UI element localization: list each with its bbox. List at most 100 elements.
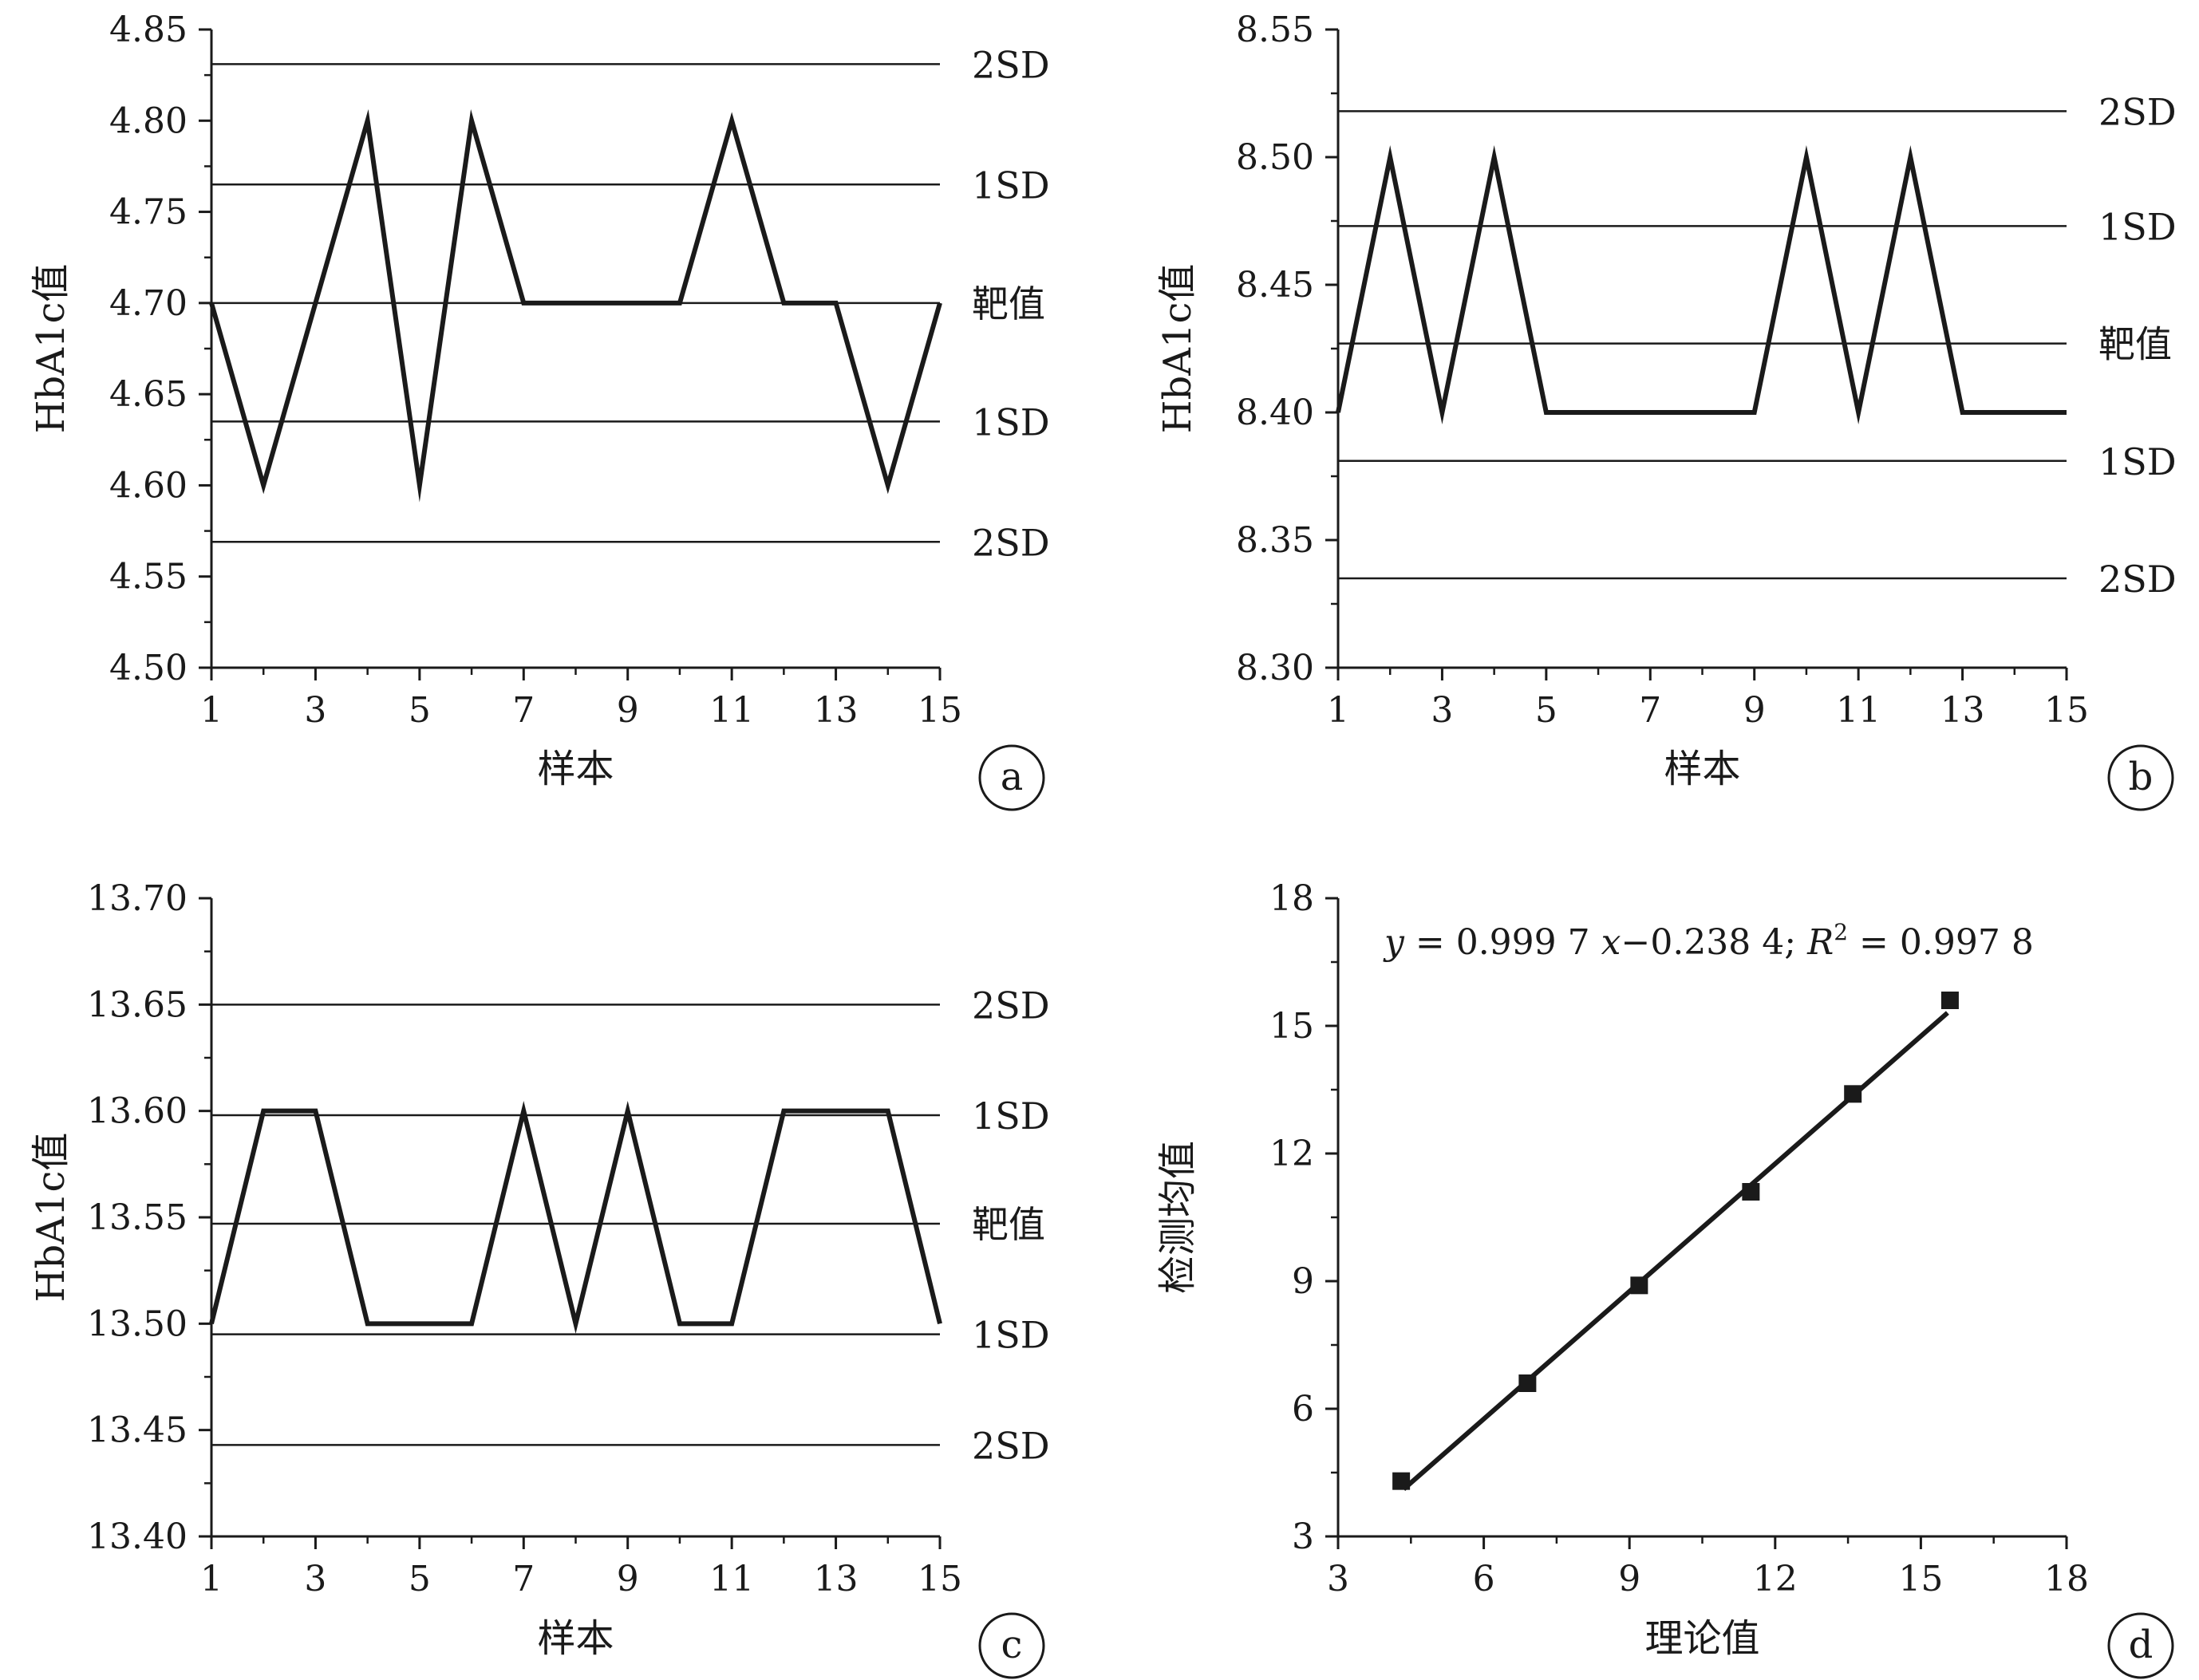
y-tick-label: 4.60 — [109, 465, 188, 506]
x-axis-title: 样本 — [537, 747, 614, 791]
equation-part: y — [1383, 922, 1405, 963]
reference-line-label: 2SD — [2098, 558, 2177, 601]
data-point — [1940, 992, 1959, 1009]
y-tick-label: 18 — [1269, 878, 1314, 919]
y-tick-label: 13.40 — [87, 1516, 188, 1557]
equation-part: 2 — [1834, 919, 1848, 945]
x-axis-title: 样本 — [1664, 747, 1740, 791]
y-tick-label: 6 — [1292, 1389, 1314, 1430]
x-tick-label: 5 — [1535, 690, 1557, 731]
y-tick-label: 8.55 — [1236, 10, 1314, 50]
x-tick-label: 1 — [200, 690, 223, 731]
x-tick-label: 6 — [1473, 1559, 1495, 1599]
reference-line-label: 2SD — [2098, 90, 2177, 133]
y-tick-label: 13.50 — [87, 1303, 188, 1344]
x-tick-label: 15 — [918, 690, 962, 731]
equation-part: = 0.997 8 — [1848, 922, 2034, 963]
x-tick-label: 11 — [709, 690, 754, 731]
series-line — [1336, 144, 2067, 425]
chart-panel-a: 4.504.554.604.654.704.754.804.851 3 5 7 9 11 1… — [29, 10, 1050, 811]
y-tick-label: 4.70 — [109, 283, 188, 324]
fit-line — [1402, 1011, 1949, 1492]
y-axis-title: HbA1c值 — [29, 1133, 73, 1303]
data-point — [1518, 1374, 1537, 1392]
x-tick-label: 13 — [814, 1559, 859, 1599]
y-tick-label: 12 — [1269, 1134, 1314, 1174]
chart-panel-d: 3 6 9 12 15 18 3 6 9 12 15 18 理论值 检测均值 d y = 0.999 7 x−… — [1155, 878, 2174, 1679]
reference-line-label: 1SD — [972, 1314, 1050, 1357]
y-tick-label: 13.60 — [87, 1091, 188, 1132]
panel-letter: d — [2129, 1623, 2154, 1667]
x-tick-label: 5 — [409, 690, 431, 731]
x-axis-title: 理论值 — [1644, 1616, 1759, 1661]
x-tick-label: 1 — [200, 1559, 223, 1599]
equation-part: = 0.999 7 — [1404, 922, 1601, 963]
reference-line-label: 靶值 — [972, 282, 1045, 325]
x-tick-label: 9 — [1743, 690, 1766, 731]
reference-line-label: 1SD — [972, 400, 1050, 444]
reference-line-label: 1SD — [972, 164, 1050, 207]
x-tick-label: 7 — [512, 1559, 535, 1599]
data-point — [1392, 1472, 1411, 1490]
y-tick-label: 4.85 — [109, 10, 188, 50]
x-tick-label: 12 — [1753, 1559, 1798, 1599]
x-tick-label: 1 — [1327, 690, 1349, 731]
y-tick-label: 4.75 — [109, 192, 188, 233]
y-tick-label: 3 — [1292, 1516, 1314, 1557]
y-tick-label: 13.55 — [87, 1197, 188, 1238]
panel-letter: c — [1001, 1623, 1023, 1667]
x-tick-label: 15 — [2044, 690, 2089, 731]
reference-line-label: 1SD — [2098, 440, 2177, 483]
reference-line-label: 1SD — [972, 1094, 1050, 1138]
equation-part: x — [1601, 922, 1621, 963]
regression-equation: y = 0.999 7 x−0.238 4; R2 = 0.997 8 — [1383, 919, 2034, 963]
y-tick-label: 8.30 — [1236, 648, 1314, 688]
x-tick-label: 11 — [1836, 690, 1881, 731]
y-tick-label: 4.50 — [109, 648, 188, 688]
chart-panel-b: 8.308.358.408.458.508.551 3 5 7 9 11 13 15样本HbA… — [1155, 10, 2177, 811]
x-tick-label: 7 — [1639, 690, 1661, 731]
reference-line-label: 2SD — [972, 1424, 1050, 1467]
y-axis-title: HbA1c值 — [29, 264, 73, 434]
x-tick-label: 3 — [1327, 1559, 1349, 1599]
panel-letter-circle — [2107, 744, 2174, 811]
x-tick-label: 13 — [1940, 690, 1985, 731]
y-tick-label: 4.55 — [109, 557, 188, 597]
y-tick-label: 9 — [1292, 1261, 1314, 1302]
y-tick-label: 15 — [1269, 1006, 1314, 1047]
x-tick-label: 5 — [409, 1559, 431, 1599]
x-tick-label: 9 — [617, 690, 639, 731]
y-tick-label: 8.50 — [1236, 137, 1314, 178]
data-point — [1844, 1085, 1862, 1103]
panel-letter-circle — [978, 1612, 1045, 1679]
x-tick-label: 7 — [512, 690, 535, 731]
reference-line-label: 2SD — [972, 521, 1050, 564]
x-tick-label: 13 — [814, 690, 859, 731]
series-line — [209, 1101, 942, 1334]
series-line — [209, 108, 942, 503]
x-tick-label: 9 — [1618, 1559, 1640, 1599]
x-tick-label: 15 — [1898, 1559, 1943, 1599]
x-tick-label: 3 — [1431, 690, 1453, 731]
y-tick-label: 13.45 — [87, 1410, 188, 1451]
x-tick-label: 15 — [918, 1559, 962, 1599]
reference-line-label: 2SD — [972, 984, 1050, 1027]
equation-part: −0.238 4; — [1621, 922, 1807, 963]
x-tick-label: 3 — [304, 1559, 326, 1599]
x-tick-label: 3 — [304, 690, 326, 731]
data-point — [1630, 1276, 1648, 1295]
reference-line-label: 2SD — [972, 43, 1050, 86]
reference-line-label: 靶值 — [2098, 323, 2172, 366]
x-axis-title: 样本 — [537, 1616, 614, 1661]
data-point — [1742, 1183, 1760, 1201]
panel-letter: a — [1001, 755, 1024, 799]
panel-letter-circle — [2107, 1612, 2174, 1679]
x-tick-label: 18 — [2044, 1559, 2089, 1599]
panel-letter-circle — [978, 744, 1045, 811]
x-tick-label: 11 — [709, 1559, 754, 1599]
y-axis-title: 检测均值 — [1155, 1141, 1200, 1294]
reference-line-label: 1SD — [2098, 205, 2177, 248]
y-tick-label: 13.65 — [87, 984, 188, 1025]
